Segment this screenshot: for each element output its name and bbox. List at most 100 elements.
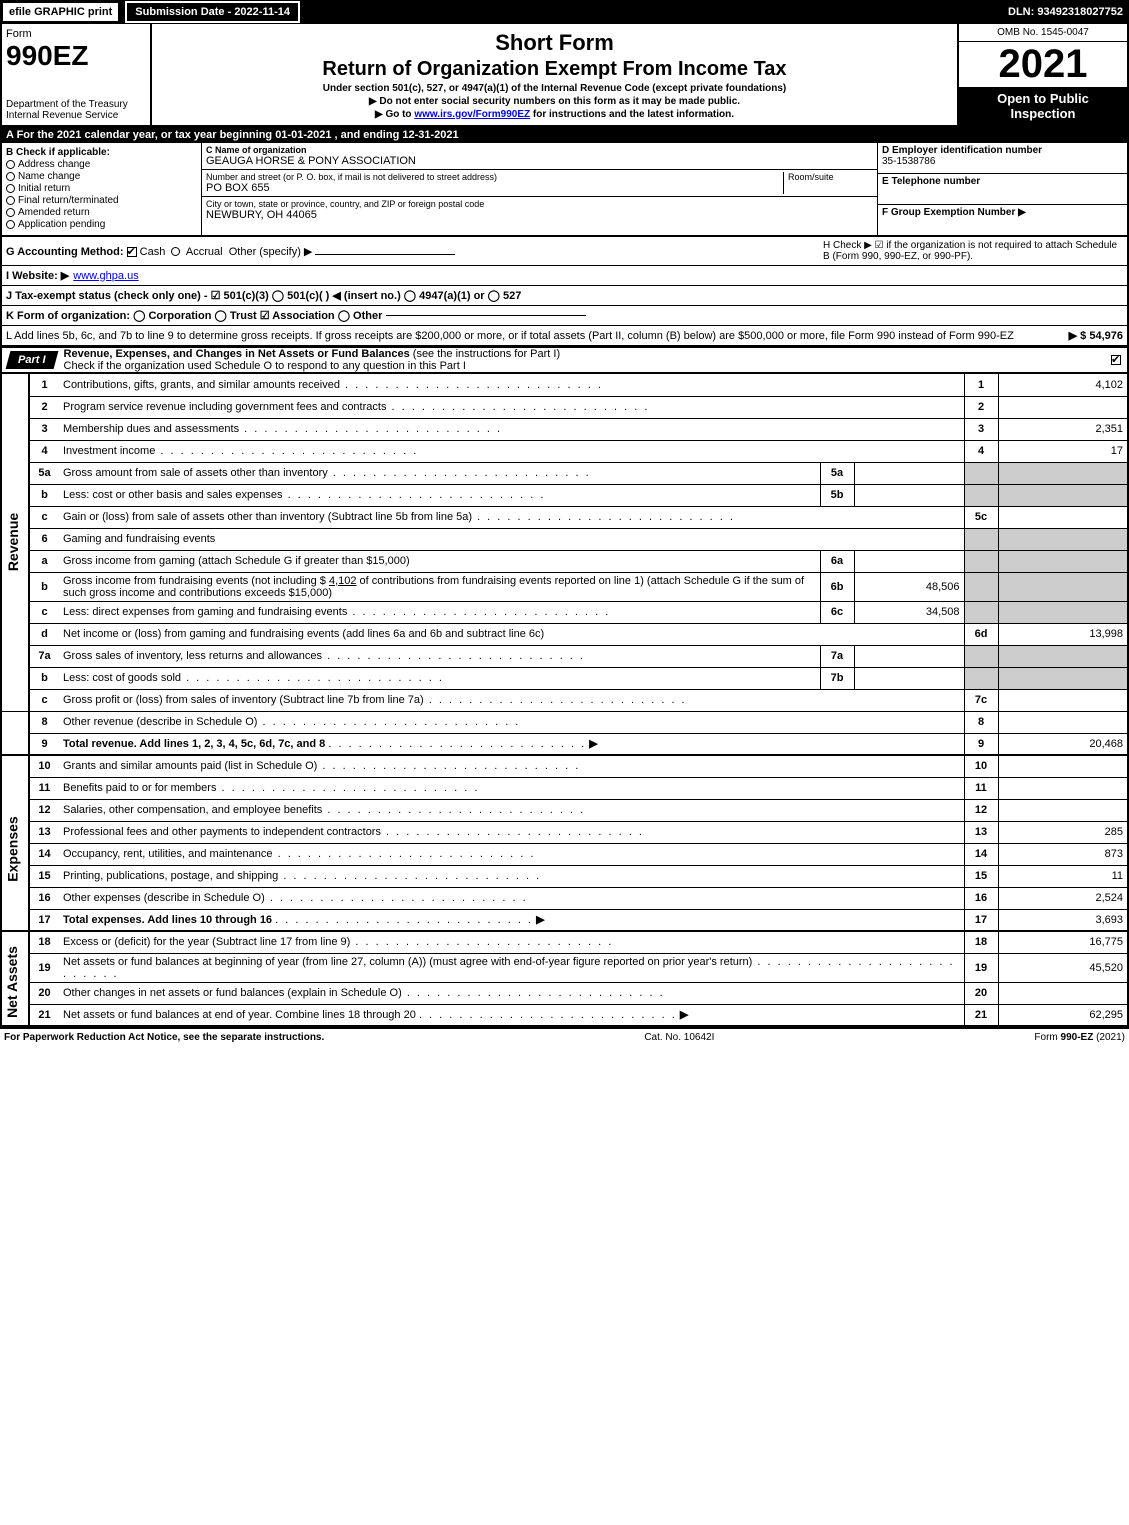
line-6b-subval: 48,506 <box>854 572 964 601</box>
line-6d-rn: 6d <box>964 623 998 645</box>
city-label: City or town, state or province, country… <box>206 199 484 209</box>
line-7c-rn: 7c <box>964 689 998 711</box>
chk-accrual[interactable] <box>171 247 180 256</box>
section-a-tax-year: A For the 2021 calendar year, or tax yea… <box>0 127 1129 143</box>
chk-amended-return[interactable]: Amended return <box>6 207 197 218</box>
form-header: Form 990EZ Department of the Treasury In… <box>0 24 1129 127</box>
row-i: I Website: ▶ www.ghpa.us <box>0 266 1129 286</box>
chk-initial-return[interactable]: Initial return <box>6 183 197 194</box>
form-label: Form <box>6 28 146 40</box>
line-7b-desc: Less: cost of goods sold <box>59 667 820 689</box>
line-5c-val <box>998 506 1128 528</box>
line-6a-grey <box>964 550 998 572</box>
line-7a-sublabel: 7a <box>820 645 854 667</box>
chk-application-pending[interactable]: Application pending <box>6 219 197 230</box>
line-7b-subval <box>854 667 964 689</box>
line-3-num: 3 <box>29 418 59 440</box>
line-6b-num: b <box>29 572 59 601</box>
subtitle-1: Under section 501(c), 527, or 4947(a)(1)… <box>158 83 951 94</box>
line-21-num: 21 <box>29 1004 59 1026</box>
line-9-rn: 9 <box>964 733 998 755</box>
chk-address-change[interactable]: Address change <box>6 159 197 170</box>
line-8-val <box>998 711 1128 733</box>
line-7a-subval <box>854 645 964 667</box>
line-7a-grey2 <box>998 645 1128 667</box>
line-5a-grey2 <box>998 462 1128 484</box>
line-5b-grey <box>964 484 998 506</box>
line-21-rn: 21 <box>964 1004 998 1026</box>
line-6-grey2 <box>998 528 1128 550</box>
line-9-desc: Total revenue. Add lines 1, 2, 3, 4, 5c,… <box>59 733 964 755</box>
website-link[interactable]: www.ghpa.us <box>73 270 138 282</box>
dln: DLN: 93492318027752 <box>1008 6 1129 18</box>
irs-link[interactable]: www.irs.gov/Form990EZ <box>414 109 530 120</box>
side-net-assets: Net Assets <box>1 931 29 1026</box>
line-5b-subval <box>854 484 964 506</box>
line-3-desc: Membership dues and assessments <box>59 418 964 440</box>
line-13-num: 13 <box>29 821 59 843</box>
line-18-rn: 18 <box>964 931 998 953</box>
section-g: G Accounting Method: Cash Accrual Other … <box>6 245 455 258</box>
part-1-checkbox[interactable] <box>1111 355 1121 365</box>
line-10-num: 10 <box>29 755 59 777</box>
line-7b-num: b <box>29 667 59 689</box>
topbar: efile GRAPHIC print Submission Date - 20… <box>0 0 1129 24</box>
line-11-val <box>998 777 1128 799</box>
section-c-label: C Name of organization <box>206 145 307 155</box>
line-5c-rn: 5c <box>964 506 998 528</box>
line-15-desc: Printing, publications, postage, and shi… <box>59 865 964 887</box>
line-5a-sublabel: 5a <box>820 462 854 484</box>
chk-name-change[interactable]: Name change <box>6 171 197 182</box>
line-6b-grey <box>964 572 998 601</box>
line-13-val: 285 <box>998 821 1128 843</box>
section-e-label: E Telephone number <box>882 176 980 187</box>
line-17-val: 3,693 <box>998 909 1128 931</box>
row-j: J Tax-exempt status (check only one) - ☑… <box>0 286 1129 306</box>
section-b: B Check if applicable: Address change Na… <box>2 143 202 235</box>
line-12-val <box>998 799 1128 821</box>
line-20-desc: Other changes in net assets or fund bala… <box>59 982 964 1004</box>
line-2-val <box>998 396 1128 418</box>
header-right: OMB No. 1545-0047 2021 Open to Public In… <box>957 24 1127 125</box>
line-5b-num: b <box>29 484 59 506</box>
line-4-val: 17 <box>998 440 1128 462</box>
line-6-desc: Gaming and fundraising events <box>59 528 964 550</box>
line-6d-num: d <box>29 623 59 645</box>
street-address: PO BOX 655 <box>206 182 270 194</box>
subtitle-3-pre: ▶ Go to <box>375 109 414 120</box>
ein: 35-1538786 <box>882 156 935 167</box>
line-13-rn: 13 <box>964 821 998 843</box>
line-19-rn: 19 <box>964 953 998 982</box>
line-6b-grey2 <box>998 572 1128 601</box>
part-1-table: Revenue 1 Contributions, gifts, grants, … <box>0 374 1129 1027</box>
part-1-title: Revenue, Expenses, and Changes in Net As… <box>56 348 1111 372</box>
line-15-val: 11 <box>998 865 1128 887</box>
line-16-val: 2,524 <box>998 887 1128 909</box>
line-6b-desc: Gross income from fundraising events (no… <box>59 572 820 601</box>
side-revenue-end <box>1 711 29 755</box>
line-6a-num: a <box>29 550 59 572</box>
chk-final-return[interactable]: Final return/terminated <box>6 195 197 206</box>
line-2-rn: 2 <box>964 396 998 418</box>
footer-cat: Cat. No. 10642I <box>644 1032 714 1043</box>
section-b-label: B Check if applicable: <box>6 147 197 158</box>
line-5c-desc: Gain or (loss) from sale of assets other… <box>59 506 964 528</box>
line-7b-sublabel: 7b <box>820 667 854 689</box>
form-number: 990EZ <box>6 40 146 72</box>
department: Department of the Treasury Internal Reve… <box>6 99 146 121</box>
part-1-tab: Part I <box>6 351 58 369</box>
subtitle-3-post: for instructions and the latest informat… <box>530 109 734 120</box>
line-21-desc: Net assets or fund balances at end of ye… <box>59 1004 964 1026</box>
line-5a-subval <box>854 462 964 484</box>
line-7a-desc: Gross sales of inventory, less returns a… <box>59 645 820 667</box>
line-6d-val: 13,998 <box>998 623 1128 645</box>
page-footer: For Paperwork Reduction Act Notice, see … <box>0 1027 1129 1046</box>
line-7b-grey2 <box>998 667 1128 689</box>
tax-year: 2021 <box>959 42 1127 87</box>
row-k-text: K Form of organization: ◯ Corporation ◯ … <box>6 309 382 322</box>
line-5b-grey2 <box>998 484 1128 506</box>
efile-print-button[interactable]: efile GRAPHIC print <box>2 2 119 22</box>
addr-label: Number and street (or P. O. box, if mail… <box>206 172 497 182</box>
line-19-val: 45,520 <box>998 953 1128 982</box>
chk-cash[interactable] <box>127 247 137 257</box>
